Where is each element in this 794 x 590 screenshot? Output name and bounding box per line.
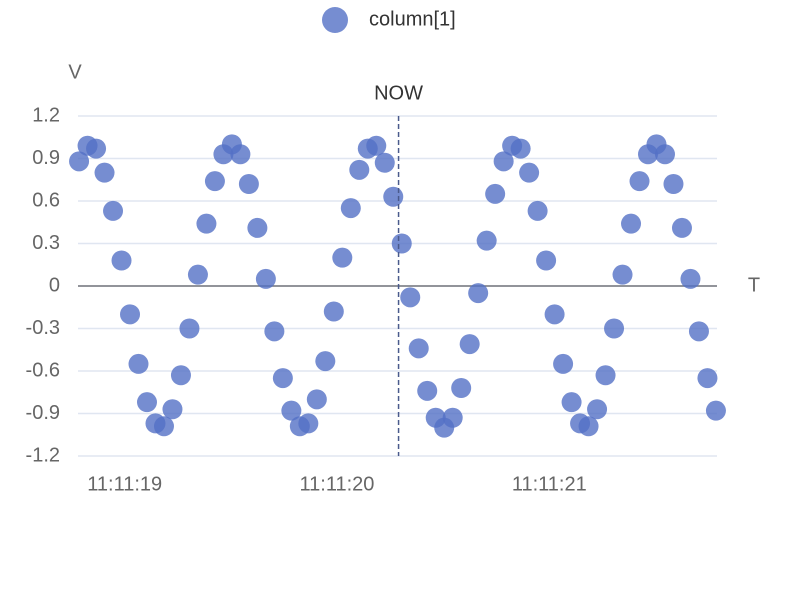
point bbox=[69, 151, 90, 172]
point bbox=[595, 365, 616, 386]
point bbox=[536, 250, 557, 271]
point bbox=[459, 334, 480, 355]
point bbox=[128, 353, 149, 374]
point bbox=[671, 217, 692, 238]
point bbox=[654, 144, 675, 165]
point bbox=[476, 230, 497, 251]
point bbox=[298, 413, 319, 434]
point bbox=[604, 318, 625, 339]
point bbox=[162, 399, 183, 420]
point bbox=[383, 186, 404, 207]
point bbox=[561, 392, 582, 413]
point bbox=[111, 250, 132, 271]
point bbox=[697, 368, 718, 389]
x-tick-label: 11:11:21 bbox=[512, 473, 587, 495]
point bbox=[196, 213, 217, 234]
y-tick-label: -0.3 bbox=[26, 317, 60, 339]
point bbox=[103, 200, 124, 221]
x-axis-label: T bbox=[748, 274, 760, 296]
point bbox=[510, 138, 531, 159]
x-tick-label: 11:11:20 bbox=[300, 473, 375, 495]
point bbox=[281, 400, 302, 421]
point bbox=[680, 268, 701, 289]
y-axis-label: V bbox=[68, 61, 82, 83]
point bbox=[366, 135, 387, 156]
point bbox=[86, 138, 107, 159]
point bbox=[451, 378, 472, 398]
point bbox=[170, 365, 191, 386]
point bbox=[663, 174, 684, 194]
point bbox=[255, 268, 276, 289]
point bbox=[553, 353, 574, 374]
point bbox=[621, 213, 642, 234]
point bbox=[519, 162, 540, 183]
point bbox=[544, 304, 565, 325]
y-tick-label: 0 bbox=[49, 274, 60, 296]
point bbox=[417, 380, 438, 401]
x-tick-label: 11:11:19 bbox=[87, 473, 162, 495]
y-tick-label: -0.6 bbox=[26, 359, 60, 381]
point bbox=[374, 152, 395, 173]
point bbox=[204, 171, 225, 192]
point bbox=[705, 400, 726, 421]
y-tick-label: 0.3 bbox=[32, 232, 60, 254]
point bbox=[527, 200, 548, 221]
point bbox=[238, 174, 259, 194]
point bbox=[94, 162, 115, 183]
point bbox=[306, 389, 327, 410]
legend-label: column[1] bbox=[369, 8, 456, 30]
y-tick-label: -0.9 bbox=[26, 402, 60, 424]
point bbox=[187, 264, 208, 285]
point bbox=[179, 318, 200, 339]
point bbox=[391, 233, 412, 254]
point bbox=[136, 392, 157, 413]
point bbox=[468, 283, 489, 304]
point bbox=[332, 247, 353, 268]
point bbox=[230, 144, 251, 165]
legend-marker bbox=[322, 7, 348, 33]
y-tick-label: -1.2 bbox=[26, 444, 60, 466]
point bbox=[272, 368, 293, 389]
point bbox=[153, 416, 174, 437]
point bbox=[120, 304, 141, 325]
point bbox=[247, 217, 268, 238]
point bbox=[688, 321, 709, 342]
point bbox=[323, 301, 344, 322]
y-tick-label: 1.2 bbox=[32, 104, 60, 126]
point bbox=[629, 171, 650, 192]
point bbox=[340, 198, 361, 219]
point bbox=[493, 151, 514, 172]
annotation-label: NOW bbox=[374, 82, 423, 104]
point bbox=[400, 287, 421, 308]
point bbox=[315, 351, 336, 372]
point bbox=[587, 399, 608, 420]
point bbox=[578, 416, 599, 437]
point bbox=[612, 264, 633, 285]
y-tick-label: 0.6 bbox=[32, 189, 60, 211]
y-tick-label: 0.9 bbox=[32, 147, 60, 169]
point bbox=[485, 183, 506, 204]
point bbox=[442, 407, 463, 428]
point bbox=[408, 338, 429, 359]
point bbox=[264, 321, 285, 342]
point bbox=[349, 159, 370, 180]
